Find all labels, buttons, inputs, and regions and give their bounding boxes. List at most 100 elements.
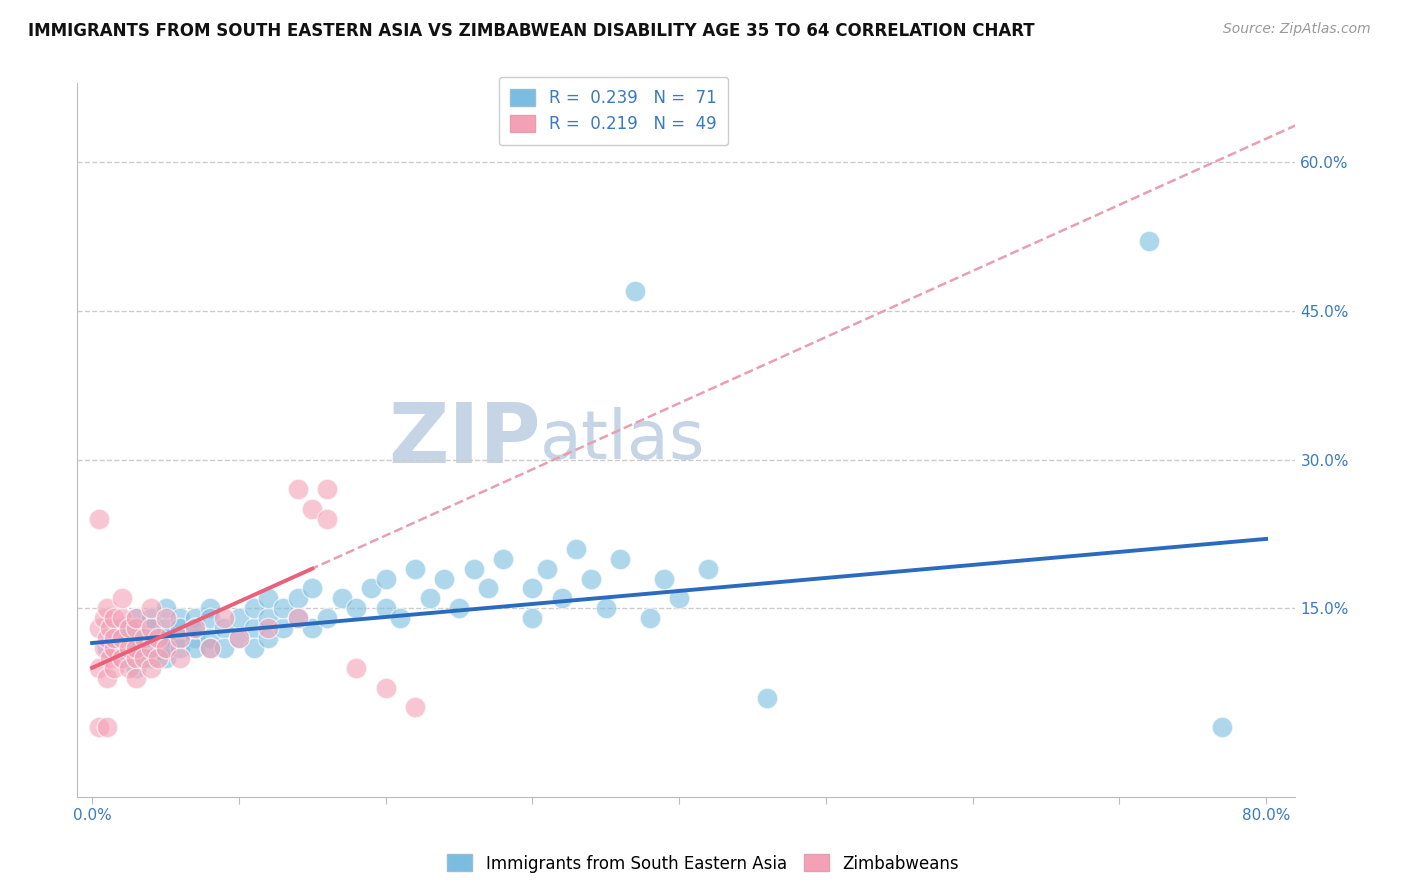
Point <box>242 601 264 615</box>
Point <box>287 611 309 625</box>
Point <box>103 631 125 645</box>
Point <box>169 621 191 635</box>
Point <box>139 611 162 625</box>
Point <box>419 591 441 606</box>
Point <box>579 572 602 586</box>
Point <box>110 591 132 606</box>
Point <box>103 611 125 625</box>
Point <box>404 700 426 714</box>
Point <box>155 640 177 655</box>
Point <box>110 651 132 665</box>
Point <box>697 561 720 575</box>
Point <box>96 640 118 655</box>
Point <box>271 601 294 615</box>
Point <box>132 631 155 645</box>
Legend: Immigrants from South Eastern Asia, Zimbabweans: Immigrants from South Eastern Asia, Zimb… <box>441 847 965 880</box>
Point <box>103 661 125 675</box>
Point <box>139 621 162 635</box>
Point <box>169 640 191 655</box>
Point <box>155 651 177 665</box>
Point <box>110 621 132 635</box>
Point <box>155 640 177 655</box>
Point <box>638 611 661 625</box>
Point <box>184 621 207 635</box>
Point <box>139 601 162 615</box>
Point <box>257 591 280 606</box>
Point <box>139 651 162 665</box>
Point <box>89 720 111 734</box>
Point <box>404 561 426 575</box>
Text: Source: ZipAtlas.com: Source: ZipAtlas.com <box>1223 22 1371 37</box>
Point <box>212 611 235 625</box>
Point <box>522 582 544 596</box>
Point <box>198 601 221 615</box>
Legend: R =  0.239   N =  71, R =  0.219   N =  49: R = 0.239 N = 71, R = 0.219 N = 49 <box>499 77 728 145</box>
Point <box>433 572 456 586</box>
Point <box>374 681 396 695</box>
Point <box>668 591 690 606</box>
Point <box>756 690 779 705</box>
Point <box>103 640 125 655</box>
Point <box>132 651 155 665</box>
Point <box>184 631 207 645</box>
Point <box>212 621 235 635</box>
Point <box>287 611 309 625</box>
Point <box>125 611 148 625</box>
Point <box>301 502 323 516</box>
Point <box>463 561 485 575</box>
Point <box>212 640 235 655</box>
Point <box>148 631 170 645</box>
Point <box>536 561 558 575</box>
Point <box>125 651 148 665</box>
Point <box>316 611 339 625</box>
Point <box>360 582 382 596</box>
Point <box>344 661 367 675</box>
Text: ZIP: ZIP <box>388 400 540 480</box>
Point <box>228 631 250 645</box>
Text: IMMIGRANTS FROM SOUTH EASTERN ASIA VS ZIMBABWEAN DISABILITY AGE 35 TO 64 CORRELA: IMMIGRANTS FROM SOUTH EASTERN ASIA VS ZI… <box>28 22 1035 40</box>
Point <box>118 661 141 675</box>
Point <box>287 591 309 606</box>
Point <box>139 621 162 635</box>
Point <box>155 601 177 615</box>
Point <box>96 671 118 685</box>
Point <box>125 661 148 675</box>
Point <box>330 591 353 606</box>
Point <box>148 651 170 665</box>
Point <box>198 611 221 625</box>
Point <box>93 640 115 655</box>
Point <box>98 621 121 635</box>
Point <box>477 582 499 596</box>
Point <box>595 601 617 615</box>
Point <box>118 621 141 635</box>
Point <box>228 611 250 625</box>
Point <box>125 621 148 635</box>
Point <box>125 640 148 655</box>
Point <box>169 611 191 625</box>
Point <box>96 631 118 645</box>
Point <box>89 512 111 526</box>
Point <box>374 601 396 615</box>
Point <box>96 601 118 615</box>
Point <box>118 640 141 655</box>
Point <box>1137 235 1160 249</box>
Point <box>242 640 264 655</box>
Point <box>242 621 264 635</box>
Point <box>169 631 191 645</box>
Point <box>155 611 177 625</box>
Point <box>184 621 207 635</box>
Point <box>169 651 191 665</box>
Point <box>89 661 111 675</box>
Point <box>155 631 177 645</box>
Point <box>89 621 111 635</box>
Point <box>198 640 221 655</box>
Point <box>609 551 631 566</box>
Point <box>316 483 339 497</box>
Point <box>344 601 367 615</box>
Point <box>110 631 132 645</box>
Point <box>110 651 132 665</box>
Text: atlas: atlas <box>540 407 706 473</box>
Point <box>139 661 162 675</box>
Point <box>228 631 250 645</box>
Point <box>125 611 148 625</box>
